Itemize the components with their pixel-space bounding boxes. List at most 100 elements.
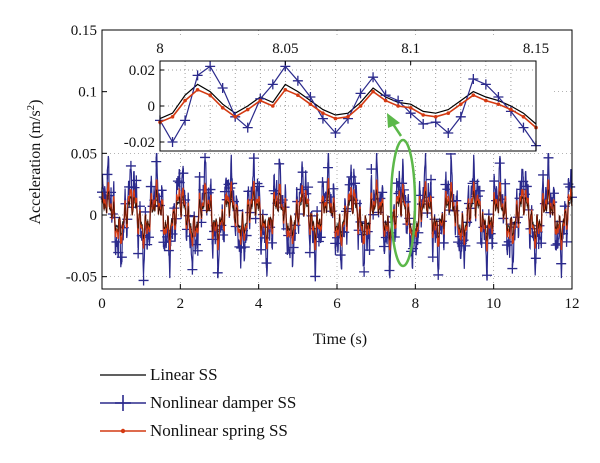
damper-marker xyxy=(344,179,355,190)
inset-spring-marker xyxy=(245,107,250,112)
inset-spring-marker xyxy=(183,98,187,103)
inset-spring-marker xyxy=(233,115,237,119)
series-linear xyxy=(101,188,573,242)
inset-x-tick-label: 8.1 xyxy=(401,41,420,57)
inset-damper-marker xyxy=(393,95,404,106)
inset-spring-marker xyxy=(496,102,501,106)
inset-damper-marker xyxy=(305,92,316,102)
legend-line-linear xyxy=(100,374,146,376)
damper-marker xyxy=(303,182,314,193)
inset-spring-marker xyxy=(296,93,300,97)
inset-damper-marker xyxy=(355,88,366,99)
inset-spring-marker xyxy=(408,106,413,110)
x-tick-label: 6 xyxy=(333,296,341,312)
damper-marker xyxy=(138,275,149,286)
damper-marker xyxy=(530,253,541,264)
damper-marker xyxy=(133,248,144,259)
x-tick-label: 4 xyxy=(255,296,263,312)
damper-marker xyxy=(111,236,122,247)
inset-spring-marker xyxy=(258,98,263,103)
damper-marker xyxy=(317,177,328,188)
damper-marker xyxy=(243,186,254,197)
inset-damper-marker xyxy=(167,137,178,147)
inset-damper-marker xyxy=(518,122,529,133)
inset-spring-marker xyxy=(471,93,476,97)
damper-marker xyxy=(219,186,230,197)
y-tick-label: 0.05 xyxy=(71,146,97,162)
damper-marker xyxy=(163,245,174,256)
damper-marker xyxy=(494,158,505,169)
inset-damper-marker xyxy=(468,74,479,84)
inset-spring-marker xyxy=(208,93,212,97)
damper-marker xyxy=(377,187,388,198)
damper-marker xyxy=(547,197,558,208)
damper-marker xyxy=(248,153,259,164)
legend-label-spring: Nonlinear spring SS xyxy=(150,421,288,440)
damper-marker xyxy=(116,252,127,263)
inset-damper-marker xyxy=(430,117,441,128)
inset-x-tick-label: 8.15 xyxy=(523,41,549,57)
damper-marker xyxy=(521,181,532,192)
damper-marker xyxy=(440,179,451,190)
x-axis-label: Time (s) xyxy=(313,331,367,348)
x-tick-label: 12 xyxy=(565,296,580,312)
inset-background xyxy=(108,37,554,153)
inset-damper-marker xyxy=(368,72,379,83)
annotation xyxy=(387,113,417,268)
damper-marker xyxy=(205,184,216,195)
inset-spring-marker xyxy=(308,102,313,106)
inset-damper-marker xyxy=(455,111,466,122)
damper-marker xyxy=(379,241,389,252)
damper-marker xyxy=(366,164,377,175)
inset-ticks: 8 8.05 8.1 8.15 -0.02 0 0.02 xyxy=(124,41,549,151)
damper-marker xyxy=(192,245,203,256)
inset-spring-marker xyxy=(509,107,513,112)
x-tick-label: 10 xyxy=(486,296,501,312)
damper-marker xyxy=(266,237,277,248)
damper-marker xyxy=(158,237,169,248)
damper-marker xyxy=(144,232,154,243)
damper-marker xyxy=(561,236,572,247)
damper-marker xyxy=(384,265,395,276)
inset-spring-marker xyxy=(396,104,400,108)
damper-marker xyxy=(256,244,267,255)
damper-marker xyxy=(145,181,156,192)
damper-marker xyxy=(288,242,299,253)
damper-marker xyxy=(274,158,285,169)
inset-spring-marker xyxy=(484,98,488,103)
damper-marker xyxy=(557,228,568,239)
inset-y-tick-label: 0 xyxy=(148,99,156,115)
y-axis-label: Acceleration (m/s2) xyxy=(25,100,44,225)
inset-spring-marker xyxy=(195,88,200,92)
inset-spring-marker xyxy=(333,116,338,121)
inset-spring-marker xyxy=(346,115,350,119)
inset-damper-marker xyxy=(205,61,216,72)
damper-marker xyxy=(426,174,436,185)
inset-spring-marker xyxy=(358,104,363,108)
x-tick-label: 2 xyxy=(177,296,185,312)
damper-marker xyxy=(297,167,308,178)
arrow-shaft xyxy=(391,123,403,137)
legend-line-damper xyxy=(100,395,146,411)
inset-damper-marker xyxy=(242,122,253,133)
inset-spring-marker xyxy=(220,106,225,110)
damper-marker xyxy=(476,238,487,249)
legend-line-spring xyxy=(100,428,146,434)
damper-marker xyxy=(239,242,250,253)
damper-marker xyxy=(467,178,478,189)
damper-marker xyxy=(364,245,375,256)
inset-x-tick-label: 8 xyxy=(156,41,164,57)
damper-marker xyxy=(427,252,438,263)
damper-marker xyxy=(556,258,567,269)
inset-series-linear xyxy=(159,83,537,125)
damper-marker xyxy=(474,185,485,196)
damper-marker xyxy=(156,185,167,196)
inset-damper-marker xyxy=(180,115,191,126)
inset-spring-marker xyxy=(283,88,288,92)
inset-spring-marker xyxy=(321,111,325,115)
inset-damper-marker xyxy=(292,75,303,86)
damper-marker xyxy=(536,238,547,249)
damper-marker xyxy=(174,177,185,188)
